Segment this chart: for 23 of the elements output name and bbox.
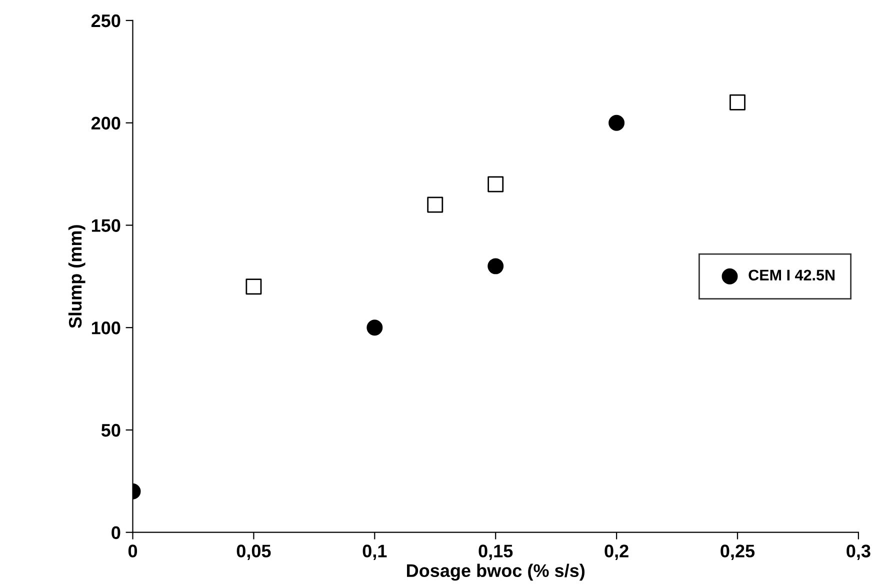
y-tick-label: 200	[91, 116, 120, 130]
point	[246, 278, 262, 295]
x-tick-label: 0,3	[846, 544, 870, 560]
y-tick-label: 0	[112, 526, 120, 540]
y-tick-label: 250	[91, 14, 120, 28]
point	[366, 320, 383, 336]
point	[488, 176, 504, 192]
x-tick-label: 0	[128, 544, 138, 558]
x-tick-label: 0,25	[720, 544, 755, 560]
point	[488, 258, 504, 274]
point	[608, 114, 625, 131]
y-tick-label: 50	[101, 424, 120, 437]
x-tick-label: 0,05	[236, 544, 271, 560]
x-tick-label: 0,15	[478, 544, 513, 560]
x-tick-label: 0,2	[604, 544, 628, 560]
point	[427, 196, 444, 213]
x-axis-title: Dosage bwoc (% s/s)	[407, 564, 585, 581]
legend-label: CEM I 42.5N	[748, 270, 835, 281]
x-tick-label: 0,1	[362, 544, 387, 560]
y-tick-label: 150	[92, 219, 120, 232]
y-axis-title: Slump (mm)	[68, 225, 86, 328]
point	[730, 94, 746, 110]
y-tick-label: 100	[92, 322, 120, 334]
